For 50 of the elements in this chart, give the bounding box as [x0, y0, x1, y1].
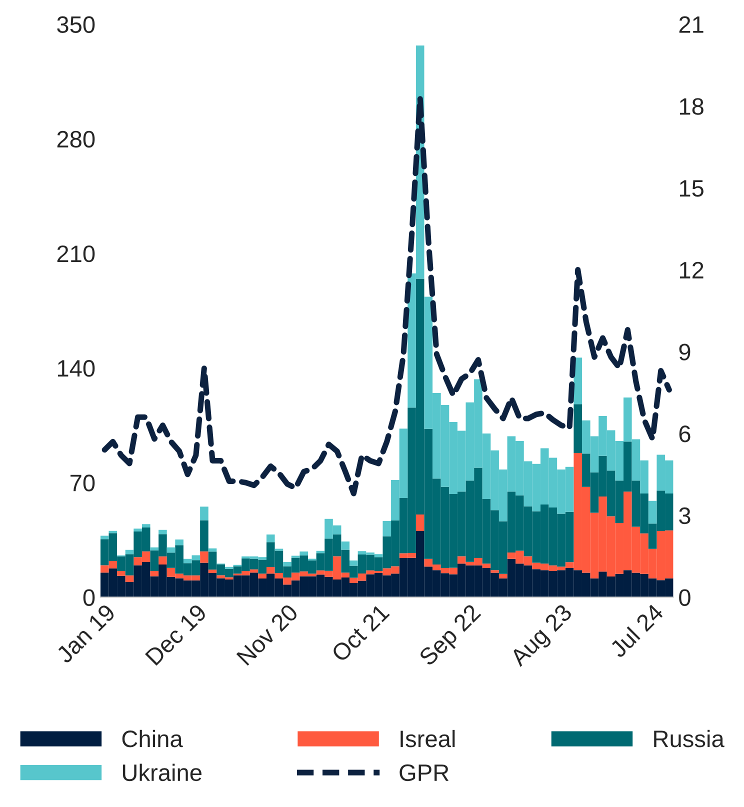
bar [266, 534, 275, 542]
y-tick-label: 280 [57, 130, 95, 148]
bar [150, 547, 159, 550]
y-tick-label: 210 [57, 245, 95, 262]
bar [166, 547, 176, 553]
y-tick-label: 70 [70, 474, 95, 492]
bar [258, 574, 266, 579]
x-tick-label: Sep 22 [418, 603, 485, 670]
x-tick-label: Aug 23 [508, 603, 576, 670]
y-tick-label: 350 [57, 16, 95, 33]
bar [175, 540, 184, 546]
x-tick-label: Nov 20 [236, 603, 299, 666]
legend-label: Ukraine [122, 764, 202, 782]
y2-tick-label: 9 [679, 344, 690, 360]
legend-label: GPR [400, 764, 449, 782]
y2-tick-label: 18 [680, 98, 704, 115]
y-tick-label: 0 [83, 589, 95, 606]
x-tick-label: Oct 21 [330, 603, 390, 663]
bar [498, 574, 508, 578]
y2-tick-label: 12 [680, 262, 704, 278]
bar [200, 520, 208, 552]
bar [300, 552, 308, 556]
bar [574, 404, 582, 453]
legend-label: China [122, 730, 183, 748]
bar [416, 514, 424, 532]
y2-tick-label: 15 [680, 180, 704, 197]
bar [648, 500, 657, 524]
bar [283, 562, 292, 566]
y2-tick-label: 0 [679, 589, 690, 606]
x-tick-label: Dec 19 [144, 603, 208, 666]
bar [150, 570, 159, 576]
legend-label: Isreal [400, 730, 455, 748]
x-tick-label: Jul 24 [608, 602, 664, 659]
bar [200, 506, 208, 520]
y2-tick-label: 6 [679, 426, 690, 442]
y2-tick-label: 21 [679, 16, 704, 33]
bar [142, 524, 150, 528]
bar [158, 556, 167, 564]
legend-label: Russia [654, 730, 724, 748]
bar [490, 570, 499, 573]
bar [350, 560, 358, 566]
bar [158, 530, 167, 534]
bar [200, 551, 208, 563]
bar [382, 521, 392, 536]
bar [134, 528, 142, 532]
bar [208, 570, 217, 573]
y-tick-label: 140 [58, 360, 95, 377]
bar [125, 550, 134, 554]
y2-tick-label: 3 [679, 507, 690, 524]
bar [341, 542, 350, 550]
